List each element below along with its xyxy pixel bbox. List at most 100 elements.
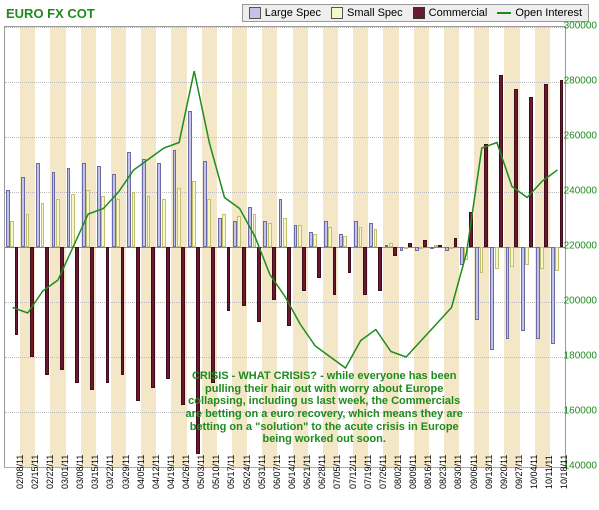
x-tick-label: 08/02/11 (393, 455, 403, 489)
gridline (5, 302, 565, 303)
large-spec-bar (6, 190, 10, 247)
x-tick-label: 05/24/11 (242, 455, 252, 489)
small-spec-bar (192, 181, 196, 247)
commercial-bar (302, 247, 306, 291)
x-tick-label: 07/19/11 (363, 455, 373, 489)
x-tick-label: 04/19/11 (166, 455, 176, 489)
large-spec-bar (385, 245, 389, 247)
small-spec-bar (268, 223, 272, 247)
large-spec-bar (36, 163, 40, 247)
large-spec-bar (415, 247, 419, 251)
large-spec-bar (203, 161, 207, 247)
commercial-bar (454, 238, 458, 247)
large-spec-bar (248, 207, 252, 247)
x-axis: 02/08/1102/15/1102/22/1103/01/1103/08/11… (4, 468, 564, 508)
legend-item: Small Spec (331, 7, 403, 19)
commercial-bar (317, 247, 321, 278)
large-spec-bar (97, 166, 101, 247)
commercial-bar (30, 247, 34, 357)
x-tick-label: 09/13/11 (484, 455, 494, 489)
small-spec-bar (343, 236, 347, 247)
x-tick-label: 09/27/11 (514, 455, 524, 489)
y-tick-label: 200000 (564, 296, 597, 307)
small-spec-bar (56, 199, 60, 247)
x-tick-label: 08/23/11 (438, 455, 448, 489)
legend-label: Large Spec (265, 7, 321, 19)
commercial-bar (514, 89, 518, 247)
commercial-bar (121, 247, 125, 375)
legend-swatch (331, 7, 343, 19)
small-spec-bar (419, 247, 423, 249)
x-tick-label: 04/12/11 (151, 455, 161, 489)
x-tick-label: 05/31/11 (257, 455, 267, 489)
small-spec-bar (283, 218, 287, 247)
small-spec-bar (464, 247, 468, 260)
x-tick-label: 07/05/11 (332, 455, 342, 489)
small-spec-bar (147, 196, 151, 247)
commercial-bar (272, 247, 276, 300)
small-spec-bar (540, 247, 544, 269)
small-spec-bar (495, 247, 499, 269)
commercial-bar (151, 247, 155, 388)
commercial-bar (166, 247, 170, 379)
commercial-bar (423, 240, 427, 247)
small-spec-bar (374, 229, 378, 247)
small-spec-bar (41, 203, 45, 247)
commercial-bar (408, 243, 412, 247)
gridline (5, 357, 565, 358)
legend-label: Open Interest (515, 7, 582, 19)
small-spec-bar (86, 190, 90, 247)
commercial-bar (75, 247, 79, 383)
y-tick-label: 280000 (564, 76, 597, 87)
small-spec-bar (101, 196, 105, 247)
commercial-bar (15, 247, 19, 335)
commercial-bar (211, 247, 215, 383)
commercial-bar (469, 212, 473, 247)
large-spec-bar (218, 218, 222, 247)
commercial-bar (484, 144, 488, 247)
commercial-bar (257, 247, 261, 322)
plot-area: CRISIS - WHAT CRISIS? - while everyone h… (4, 26, 566, 468)
large-spec-bar (263, 221, 267, 247)
x-tick-label: 07/26/11 (378, 455, 388, 489)
x-tick-label: 04/26/11 (181, 455, 191, 489)
legend-swatch (249, 7, 261, 19)
x-tick-label: 10/04/11 (529, 455, 539, 489)
small-spec-bar (237, 216, 241, 247)
small-spec-bar (71, 194, 75, 247)
small-spec-bar (480, 247, 484, 273)
commercial-bar (242, 247, 246, 306)
large-spec-bar (157, 163, 161, 247)
x-tick-label: 10/18/11 (559, 455, 569, 489)
x-tick-label: 07/12/11 (348, 455, 358, 489)
small-spec-bar (434, 245, 438, 247)
small-spec-bar (389, 243, 393, 247)
small-spec-bar (555, 247, 559, 271)
legend-swatch (413, 7, 425, 19)
y-axis-right: 1400001600001800002000002200002400002600… (565, 26, 597, 466)
commercial-bar (499, 75, 503, 247)
small-spec-bar (313, 234, 317, 247)
large-spec-bar (142, 159, 146, 247)
y-tick-label: 160000 (564, 406, 597, 417)
legend-label: Small Spec (347, 7, 403, 19)
commercial-bar (227, 247, 231, 311)
small-spec-bar (162, 199, 166, 247)
legend-item: Open Interest (497, 7, 582, 19)
x-tick-label: 08/30/11 (453, 455, 463, 489)
x-tick-label: 09/06/11 (469, 455, 479, 489)
commercial-bar (136, 247, 140, 401)
large-spec-bar (475, 247, 479, 320)
small-spec-bar (449, 247, 453, 249)
y-tick-label: 300000 (564, 21, 597, 32)
large-spec-bar (506, 247, 510, 339)
small-spec-bar (132, 192, 136, 247)
chart-container: EURO FX COT Large SpecSmall SpecCommerci… (0, 0, 599, 510)
x-tick-label: 02/15/11 (30, 455, 40, 489)
legend-line (497, 12, 511, 14)
x-tick-label: 05/03/11 (196, 455, 206, 489)
commercial-bar (363, 247, 367, 295)
large-spec-bar (521, 247, 525, 331)
x-tick-label: 03/29/11 (121, 455, 131, 489)
large-spec-bar (339, 234, 343, 247)
